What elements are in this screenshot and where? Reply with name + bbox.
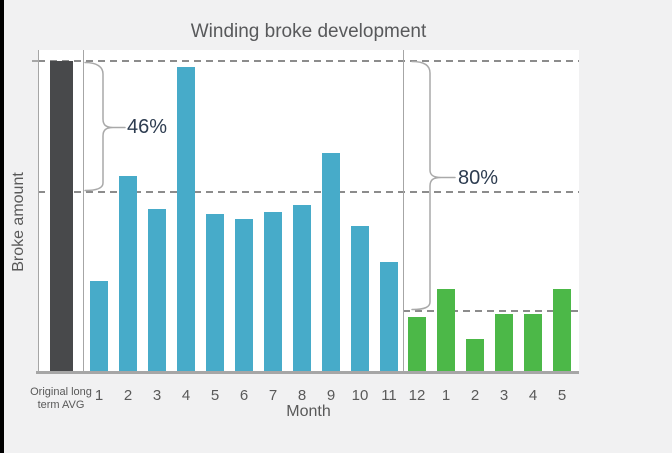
y-axis-title: Broke amount bbox=[10, 172, 27, 272]
bar-blue-month-9 bbox=[322, 153, 340, 373]
bar-original-long-term-avg bbox=[50, 61, 73, 373]
x-tick-label-1: 1 bbox=[441, 387, 451, 404]
bar-blue-month-5 bbox=[206, 213, 224, 373]
bar-blue-month-1 bbox=[90, 280, 108, 373]
x-tick-label-4: 4 bbox=[181, 387, 191, 404]
x-tick-label-3: 3 bbox=[499, 387, 509, 404]
x-tick-label-5: 5 bbox=[210, 387, 220, 404]
x-tick-label-1: 1 bbox=[94, 387, 104, 404]
x-tick-label-5: 5 bbox=[557, 387, 567, 404]
y-axis-line bbox=[38, 50, 39, 374]
avg-bar-label: Original long term AVG bbox=[30, 386, 92, 411]
bar-green-month-2 bbox=[466, 338, 484, 373]
bar-blue-month-11 bbox=[380, 262, 398, 373]
period-separator-right bbox=[403, 50, 404, 371]
reference-line-80% bbox=[403, 309, 579, 312]
x-tick-label-3: 3 bbox=[152, 387, 162, 404]
bar-blue-month-7 bbox=[264, 212, 282, 373]
bar-blue-month-4 bbox=[177, 67, 195, 373]
x-tick-label-10: 10 bbox=[351, 387, 369, 404]
period-separator-left bbox=[83, 50, 84, 371]
x-tick-label-12: 12 bbox=[408, 387, 426, 404]
x-tick-label-8: 8 bbox=[297, 387, 307, 404]
x-tick-label-6: 6 bbox=[239, 387, 249, 404]
bar-blue-month-8 bbox=[293, 204, 311, 373]
bar-blue-month-6 bbox=[235, 218, 253, 373]
bar-green-month-1 bbox=[437, 288, 455, 373]
x-tick-label-2: 2 bbox=[123, 387, 133, 404]
bar-green-month-5 bbox=[553, 288, 571, 373]
x-tick-label-7: 7 bbox=[268, 387, 278, 404]
reference-line-100 bbox=[38, 60, 579, 62]
reference-line-46% bbox=[38, 191, 579, 194]
x-axis-title: Month bbox=[286, 403, 331, 420]
bar-green-month-3 bbox=[495, 313, 513, 373]
bar-green-month-4 bbox=[524, 313, 542, 373]
x-tick-label-11: 11 bbox=[381, 387, 397, 404]
x-tick-label-2: 2 bbox=[470, 387, 480, 404]
bar-blue-month-10 bbox=[351, 226, 369, 373]
reduction-label-46: 46% bbox=[127, 116, 168, 138]
x-tick-label-4: 4 bbox=[528, 387, 538, 404]
x-axis-line bbox=[36, 371, 579, 374]
bar-green-month-12 bbox=[408, 316, 426, 373]
window-left-edge bbox=[0, 0, 4, 453]
bar-blue-month-2 bbox=[119, 176, 137, 373]
chart-title: Winding broke development bbox=[190, 21, 427, 42]
reduction-label-80: 80% bbox=[458, 167, 499, 189]
y-axis-tick bbox=[32, 60, 38, 62]
x-tick-label-9: 9 bbox=[326, 387, 336, 404]
bar-blue-month-3 bbox=[148, 209, 166, 373]
